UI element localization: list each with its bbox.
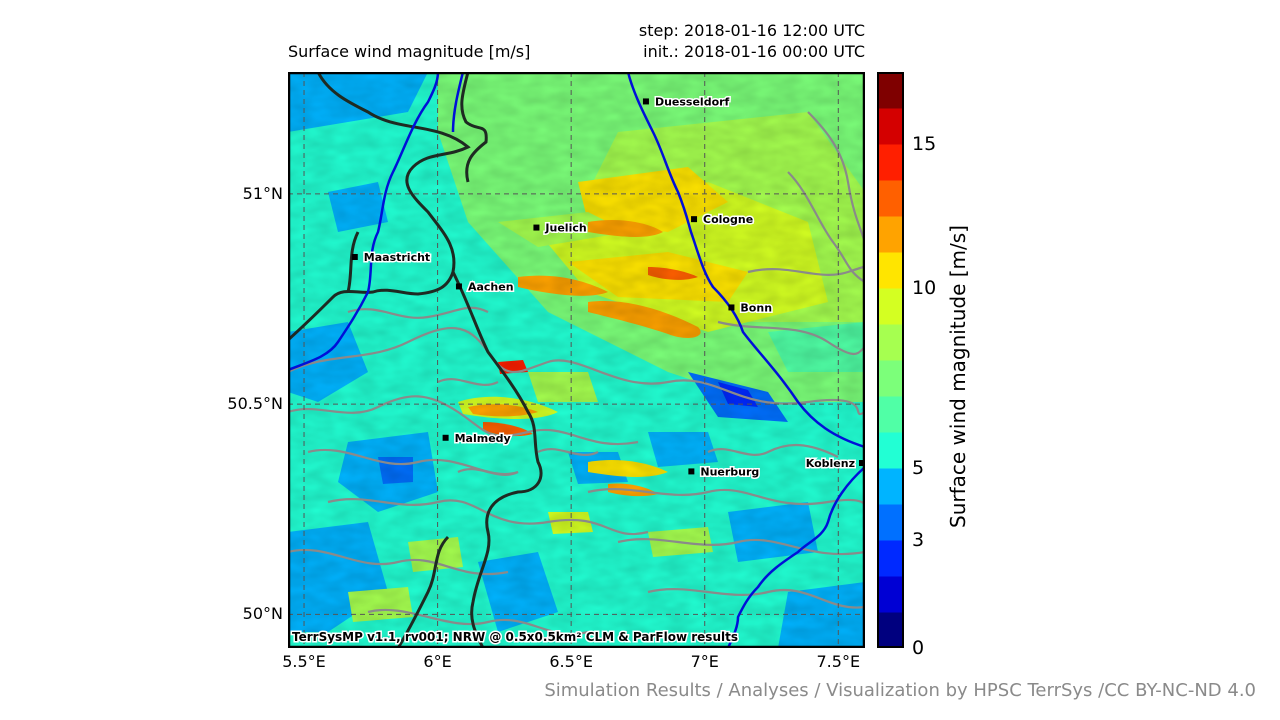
init-time: init.: 2018-01-16 00:00 UTC — [643, 42, 865, 61]
colorbar-segment — [877, 108, 904, 145]
colorbar-segment — [877, 180, 904, 217]
colorbar-segment — [877, 540, 904, 577]
colorbar-tick-label: 3 — [912, 529, 925, 551]
graticule — [288, 72, 865, 648]
colorbar-segment — [877, 216, 904, 253]
longitude-tick-label: 6.5°E — [549, 652, 593, 671]
longitude-tick-label: 7.5°E — [816, 652, 861, 671]
city-label: Juelich — [544, 222, 586, 235]
colorbar-segment — [877, 504, 904, 541]
colorbar-segment — [877, 252, 904, 289]
colorbar-tick-label: 0 — [912, 637, 925, 659]
colorbar-segment — [877, 576, 904, 613]
city-label: Duesseldorf — [655, 95, 730, 108]
city-marker — [351, 253, 358, 260]
map-frame — [288, 72, 865, 648]
city-label: Bonn — [740, 301, 772, 314]
step-time: step: 2018-01-16 12:00 UTC — [638, 21, 865, 40]
city-marker — [859, 460, 865, 467]
colorbar-tick-label: 5 — [912, 457, 925, 479]
city-aachen: Aachen — [455, 279, 515, 295]
city-malmedy: Malmedy — [442, 430, 512, 446]
field-texture — [288, 72, 865, 648]
colorbar-tick-label: 10 — [912, 277, 937, 299]
wind-map: Duesseldorf Juelich Cologne Maastricht Aache… — [288, 72, 865, 648]
colorbar-segment — [877, 324, 904, 361]
city-juelich: Juelich — [533, 220, 588, 236]
colorbar-label: Surface wind magnitude [m/s] — [946, 225, 970, 528]
longitude-tick-label: 7°E — [690, 652, 719, 671]
city-nuerburg: Nuerburg — [688, 464, 761, 480]
colorbar-segment — [877, 72, 904, 109]
colorbar-segment — [877, 144, 904, 181]
city-duesseldorf: Duesseldorf — [642, 94, 731, 110]
footer-credit: Simulation Results / Analyses / Visualiz… — [544, 680, 1256, 701]
city-label: Aachen — [468, 280, 514, 293]
city-label: Maastricht — [364, 251, 430, 264]
colorbar-frame — [877, 72, 904, 648]
city-marker — [533, 224, 540, 231]
latitude-tick-label: 51°N — [242, 183, 283, 203]
city-label: Malmedy — [455, 432, 511, 445]
city-marker — [728, 304, 735, 311]
colorbar-tick-label: 15 — [912, 133, 937, 155]
model-credit: TerrSysMP v1.1, rv001; NRW @ 0.5x0.5km² … — [292, 630, 738, 644]
colorbar-segment — [877, 288, 904, 325]
latitude-tick-label: 50°N — [242, 604, 283, 624]
city-marker — [442, 434, 449, 441]
longitude-tick-label: 6°E — [423, 652, 452, 671]
city-marker — [642, 98, 649, 105]
city-maastricht: Maastricht — [351, 249, 432, 265]
latitude-tick-label: 50.5°N — [227, 394, 283, 414]
map-title: Surface wind magnitude [m/s] — [288, 42, 531, 61]
city-markers: Duesseldorf Juelich Cologne Maastricht Aache… — [351, 94, 865, 480]
colorbar — [877, 72, 904, 648]
city-label: Cologne — [703, 213, 753, 226]
country-borders — [288, 72, 543, 648]
city-marker — [455, 283, 462, 290]
colorbar-segment — [877, 432, 904, 469]
city-bonn: Bonn — [728, 300, 774, 316]
city-label: Nuerburg — [700, 465, 759, 478]
colorbar-segment — [877, 468, 904, 505]
longitude-tick-label: 5.5°E — [282, 652, 326, 671]
colorbar-segment — [877, 360, 904, 397]
city-marker — [691, 216, 698, 223]
city-label: Koblenz — [806, 457, 855, 470]
rivers — [288, 72, 865, 648]
city-koblenz: Koblenz — [804, 456, 865, 472]
city-marker — [688, 468, 695, 475]
city-cologne: Cologne — [691, 212, 755, 228]
colorbar-segment — [877, 612, 904, 648]
colorbar-segment — [877, 396, 904, 433]
